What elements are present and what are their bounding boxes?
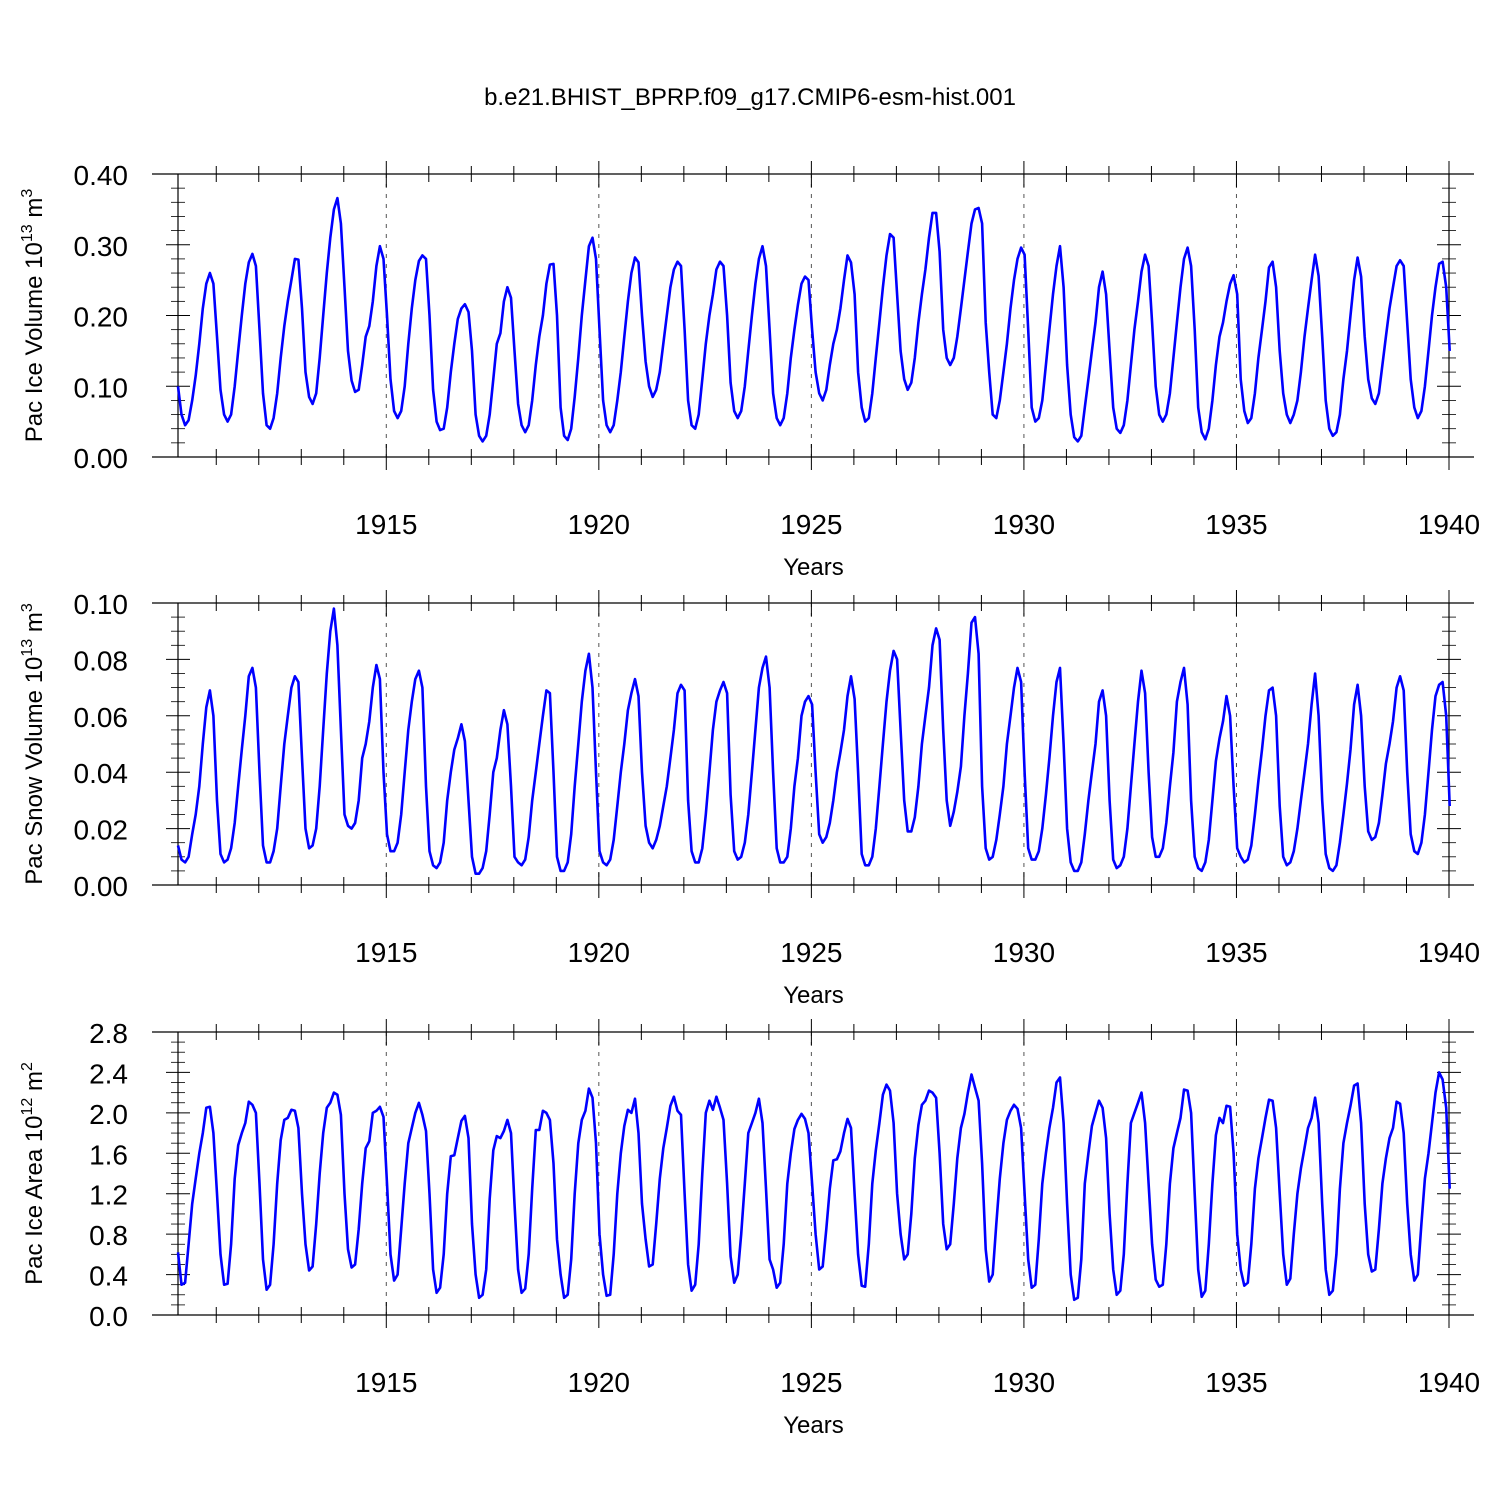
page-title: b.e21.BHIST_BPRP.f09_g17.CMIP6-esm-hist.… xyxy=(484,84,1016,111)
snow-volume-x-tick-label: 1925 xyxy=(780,937,842,968)
ice-volume-x-tick-label: 1940 xyxy=(1418,509,1480,540)
snow-volume-x-tick-label: 1930 xyxy=(993,937,1055,968)
snow-volume-y-axis-label: Pac Snow Volume 1013 m3 xyxy=(19,603,48,885)
ice-volume-x-tick-label: 1935 xyxy=(1205,509,1267,540)
snow-volume-y-tick-label: 0.02 xyxy=(74,815,129,846)
ice-volume-y-tick-label: 0.10 xyxy=(74,372,129,403)
ice-area-y-tick-label: 0.4 xyxy=(89,1261,128,1292)
ice-area-y-tick-label: 1.6 xyxy=(89,1139,128,1170)
snow-volume-x-tick-label: 1940 xyxy=(1418,937,1480,968)
ice-volume-y-tick-label: 0.20 xyxy=(74,302,129,333)
snow-volume-x-axis-label: Years xyxy=(783,982,844,1009)
ice-volume-x-axis-label: Years xyxy=(783,554,844,581)
ice-area-series-line xyxy=(176,1071,1451,1302)
ice-volume-y-tick-label: 0.40 xyxy=(74,160,129,191)
ice-area-y-tick-label: 2.4 xyxy=(89,1058,128,1089)
snow-volume-y-tick-label: 0.08 xyxy=(74,645,129,676)
ice-volume-x-tick-label: 1925 xyxy=(780,509,842,540)
snow-volume-x-tick-label: 1920 xyxy=(568,937,630,968)
ice-area-y-tick-label: 0.8 xyxy=(89,1220,128,1251)
ice-area-y-tick-label: 1.2 xyxy=(89,1180,128,1211)
ice-area-panel: 0.0 0.4 0.8 1.2 1.6 2.0 2.4 2.8 1915 1920 1925 1930… xyxy=(19,1018,1480,1439)
snow-volume-y-tick-label: 0.00 xyxy=(74,871,129,902)
snow-volume-x-tick-label: 1915 xyxy=(355,937,417,968)
ice-area-x-tick-label: 1940 xyxy=(1418,1367,1480,1398)
ice-area-y-tick-label: 2.8 xyxy=(89,1018,128,1049)
ice-area-x-tick-label: 1920 xyxy=(568,1367,630,1398)
ice-area-x-axis-label: Years xyxy=(783,1412,844,1439)
ice-area-x-tick-label: 1930 xyxy=(993,1367,1055,1398)
ice-area-y-tick-label: 2.0 xyxy=(89,1099,128,1130)
snow-volume-y-tick-label: 0.06 xyxy=(74,702,129,733)
snow-volume-y-tick-label: 0.04 xyxy=(74,758,129,789)
snow-volume-y-tick-label: 0.10 xyxy=(74,589,129,620)
ice-area-y-tick-label: 0.0 xyxy=(89,1301,128,1332)
ice-volume-y-tick-label: 0.30 xyxy=(74,231,129,262)
ice-volume-x-tick-label: 1920 xyxy=(568,509,630,540)
snow-volume-x-tick-label: 1935 xyxy=(1205,937,1267,968)
ice-volume-y-tick-label: 0.00 xyxy=(74,443,129,474)
ice-area-y-axis-label: Pac Ice Area 1012 m2 xyxy=(19,1062,48,1285)
ice-volume-x-tick-label: 1930 xyxy=(993,509,1055,540)
ice-volume-y-axis-label: Pac Ice Volume 1013 m3 xyxy=(19,189,48,443)
ice-volume-panel: 0.00 0.10 0.20 0.30 0.40 1915 1920 1925 1930 1935… xyxy=(19,160,1480,581)
ice-volume-x-tick-label: 1915 xyxy=(355,509,417,540)
ice-area-x-tick-label: 1915 xyxy=(355,1367,417,1398)
ice-volume-series-line xyxy=(176,196,1451,443)
ice-area-x-tick-label: 1935 xyxy=(1205,1367,1267,1398)
snow-volume-series-line xyxy=(176,607,1451,876)
ice-area-x-tick-label: 1925 xyxy=(780,1367,842,1398)
snow-volume-panel: 0.00 0.02 0.04 0.06 0.08 0.10 1915 1920 1925 1930… xyxy=(19,589,1480,1009)
